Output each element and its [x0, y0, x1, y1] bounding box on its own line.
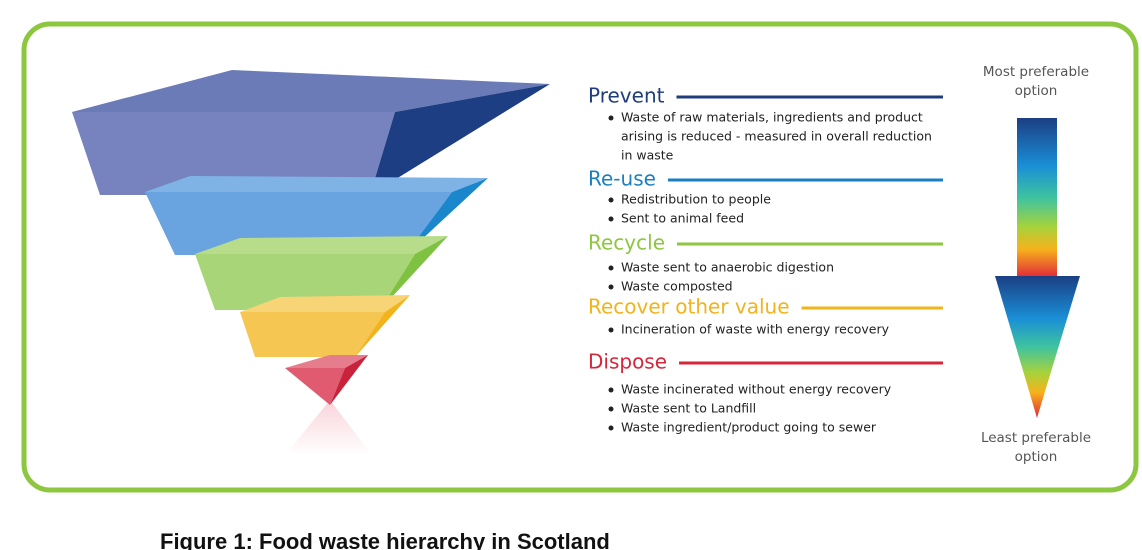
bullet-text: Waste composted	[621, 279, 733, 294]
bullet-dot	[609, 426, 614, 431]
bullet-text: Redistribution to people	[621, 192, 771, 207]
arrow-label: option	[1015, 449, 1058, 465]
bullet-dot	[609, 285, 614, 290]
pyramid	[72, 70, 550, 455]
arrow-head	[995, 276, 1080, 418]
bullet-text: Waste sent to Landfill	[621, 401, 756, 416]
caption: Figure 1: Food waste hierarchy in Scotla…	[160, 529, 610, 550]
arrow-shaft	[1017, 118, 1057, 278]
bullet-text: Waste sent to anaerobic digestion	[621, 260, 834, 275]
bullet-dot	[609, 266, 614, 271]
level-heading: Re-use	[588, 167, 656, 191]
diagram: Figure 1: Food waste hierarchy in Scotla…	[0, 0, 1142, 550]
bullet-text: Waste ingredient/product going to sewer	[621, 420, 877, 435]
bullet-dot	[609, 388, 614, 393]
arrow-label: Most preferable	[983, 64, 1089, 80]
bullet-dot	[609, 328, 614, 333]
level-heading: Recycle	[588, 231, 665, 255]
level-heading: Dispose	[588, 350, 667, 374]
bullet-dot	[609, 198, 614, 203]
arrow-label: option	[1015, 83, 1058, 99]
bullet-text: Incineration of waste with energy recove…	[621, 322, 890, 337]
bullet-text: arising is reduced - measured in overall…	[621, 129, 932, 144]
level-heading: Recover other value	[588, 295, 790, 319]
bullet-text: Waste of raw materials, ingredients and …	[621, 110, 923, 125]
bullet-dot	[609, 407, 614, 412]
bullet-dot	[609, 116, 614, 121]
bullet-dot	[609, 217, 614, 222]
bullet-text: Waste incinerated without energy recover…	[621, 382, 892, 397]
arrow-label: Least preferable	[981, 430, 1091, 446]
level-heading: Prevent	[588, 84, 665, 108]
bullet-text: Sent to animal feed	[621, 211, 744, 226]
bullet-text: in waste	[621, 148, 674, 163]
